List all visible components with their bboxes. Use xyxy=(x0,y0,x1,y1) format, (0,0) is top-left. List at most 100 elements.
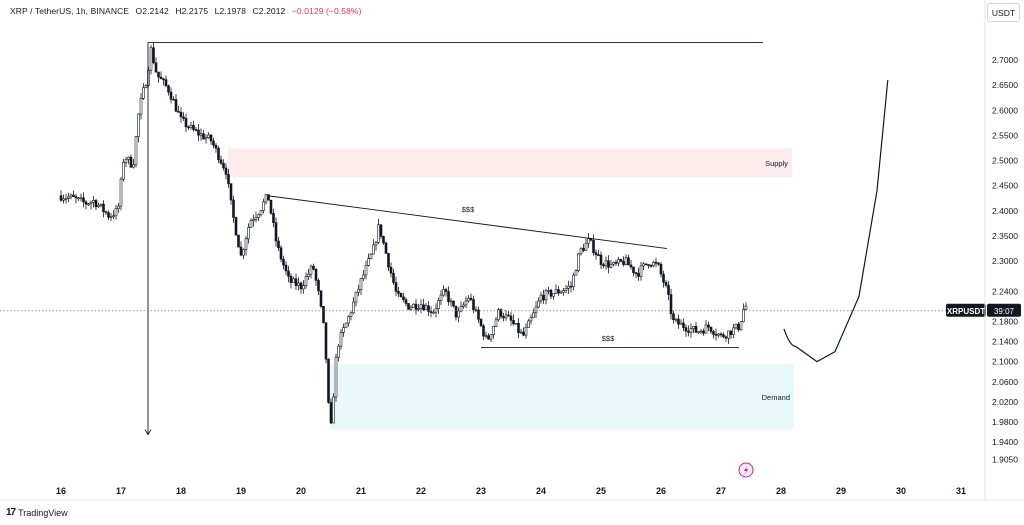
candle xyxy=(62,194,65,204)
candle-body xyxy=(154,62,158,73)
candle xyxy=(229,183,233,205)
candle xyxy=(342,323,345,337)
candle-body xyxy=(574,270,578,276)
candle-body xyxy=(682,322,685,328)
candle-body xyxy=(439,294,443,301)
candle-body xyxy=(559,291,563,294)
candle-body xyxy=(164,79,168,87)
candle xyxy=(359,277,363,295)
candle xyxy=(59,190,63,203)
candle-body xyxy=(542,294,545,301)
candle-body xyxy=(472,299,475,311)
candle-body xyxy=(624,257,628,265)
candle-body xyxy=(109,215,113,218)
candle xyxy=(707,321,710,332)
candle-body xyxy=(367,258,370,266)
candle xyxy=(559,290,563,294)
candle-body xyxy=(392,272,395,283)
lightning-glyph xyxy=(744,466,748,474)
candle-body xyxy=(152,47,155,64)
candle-body xyxy=(204,137,208,140)
candle-body xyxy=(352,301,355,314)
candle-body xyxy=(69,194,73,198)
candle xyxy=(67,192,70,203)
candle xyxy=(202,129,205,140)
candle xyxy=(102,200,105,218)
candle xyxy=(657,261,660,266)
candle-body xyxy=(639,265,643,277)
candle xyxy=(619,258,623,263)
candle xyxy=(129,154,133,169)
candle-body xyxy=(144,85,148,89)
candle-body xyxy=(717,333,720,336)
candle xyxy=(264,194,268,205)
candle-body xyxy=(122,162,125,180)
candle xyxy=(724,335,728,342)
candle xyxy=(332,393,335,424)
candle xyxy=(87,202,90,206)
candle-body xyxy=(487,335,490,340)
current-price-tag: XRPUSDT 39:07 xyxy=(946,303,1021,317)
candle xyxy=(239,241,243,257)
candle-body xyxy=(602,264,605,267)
candle-body xyxy=(529,317,533,322)
candle-body xyxy=(644,263,648,266)
candle-body xyxy=(629,264,633,268)
projection-curve[interactable] xyxy=(783,80,889,363)
candle xyxy=(89,200,93,210)
candle xyxy=(597,249,600,257)
ohlc-open: O2.2142 xyxy=(135,6,169,16)
candle xyxy=(249,218,253,228)
x-tick-label: 27 xyxy=(716,486,726,496)
candle xyxy=(397,287,400,298)
candle-body xyxy=(599,254,603,265)
candle-body xyxy=(184,118,188,128)
symbol-title: XRP / TetherUS, 1h, BINANCE xyxy=(10,6,130,16)
descending-trendline[interactable] xyxy=(267,195,668,249)
y-tick-label: 2.5000 xyxy=(992,156,1018,166)
candle xyxy=(234,216,238,236)
candle-body xyxy=(64,198,68,200)
candle xyxy=(382,235,385,245)
candle-body xyxy=(627,257,630,266)
candle-body xyxy=(684,327,688,332)
candle-body xyxy=(387,253,390,268)
candle-body xyxy=(284,264,288,272)
candle-body xyxy=(322,305,325,323)
candle-body xyxy=(279,247,283,260)
candle-body xyxy=(214,144,218,149)
candle-body xyxy=(67,196,70,199)
arrow-head-icon xyxy=(144,429,152,436)
candle xyxy=(292,276,295,284)
candle-body xyxy=(687,330,690,333)
candle-body xyxy=(489,334,493,340)
candle xyxy=(387,252,390,271)
candle xyxy=(114,204,118,220)
candle-body xyxy=(84,201,88,205)
candle-body xyxy=(497,309,500,321)
candle xyxy=(687,325,690,337)
candle xyxy=(544,288,548,305)
candle xyxy=(669,288,673,320)
candle-body xyxy=(87,203,90,206)
candle-body xyxy=(252,219,255,222)
candle xyxy=(647,264,650,269)
candle xyxy=(739,321,743,331)
y-tick-label: 1.9400 xyxy=(992,437,1018,447)
candle xyxy=(417,303,420,312)
price-tag-countdown-box xyxy=(987,303,1021,317)
candle-body xyxy=(584,242,588,251)
candle-body xyxy=(579,248,583,255)
candle-body xyxy=(669,294,673,315)
candle-body xyxy=(482,325,485,337)
candle-body xyxy=(554,289,558,294)
candle xyxy=(744,302,748,311)
candle-body xyxy=(414,303,418,310)
currency-button[interactable]: USDT xyxy=(987,3,1020,22)
candle-body xyxy=(724,336,728,339)
candle-body xyxy=(479,318,483,327)
candle-body xyxy=(319,290,323,307)
candle-body xyxy=(427,305,430,312)
x-tick-label: 19 xyxy=(236,486,246,496)
